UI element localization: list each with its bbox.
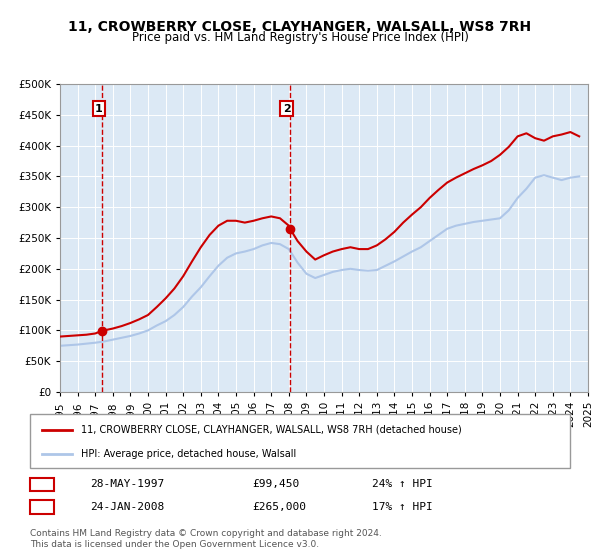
- Text: 11, CROWBERRY CLOSE, CLAYHANGER, WALSALL, WS8 7RH: 11, CROWBERRY CLOSE, CLAYHANGER, WALSALL…: [68, 20, 532, 34]
- Text: 1: 1: [95, 104, 103, 114]
- Text: 2: 2: [283, 104, 290, 114]
- Text: Contains HM Land Registry data © Crown copyright and database right 2024.
This d: Contains HM Land Registry data © Crown c…: [30, 529, 382, 549]
- Text: 17% ↑ HPI: 17% ↑ HPI: [372, 502, 433, 512]
- Text: 11, CROWBERRY CLOSE, CLAYHANGER, WALSALL, WS8 7RH (detached house): 11, CROWBERRY CLOSE, CLAYHANGER, WALSALL…: [81, 424, 462, 435]
- Text: 24-JAN-2008: 24-JAN-2008: [90, 502, 164, 512]
- Text: £99,450: £99,450: [252, 479, 299, 489]
- Text: £265,000: £265,000: [252, 502, 306, 512]
- Text: 2: 2: [38, 502, 46, 512]
- Text: 28-MAY-1997: 28-MAY-1997: [90, 479, 164, 489]
- Text: 1: 1: [38, 479, 46, 489]
- Text: HPI: Average price, detached house, Walsall: HPI: Average price, detached house, Wals…: [81, 449, 296, 459]
- Text: 24% ↑ HPI: 24% ↑ HPI: [372, 479, 433, 489]
- Text: Price paid vs. HM Land Registry's House Price Index (HPI): Price paid vs. HM Land Registry's House …: [131, 31, 469, 44]
